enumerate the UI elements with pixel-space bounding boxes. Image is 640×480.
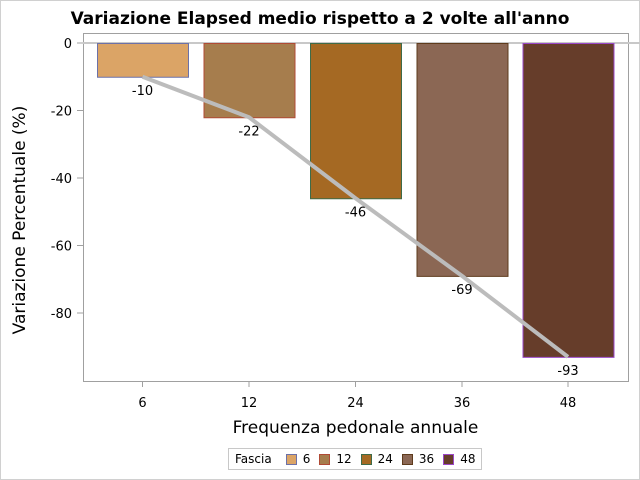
bar-24	[310, 43, 402, 200]
legend-label: 12	[336, 452, 352, 466]
y-tick-label: 0	[64, 37, 72, 52]
legend-swatch-icon	[360, 453, 372, 465]
x-tick-label: 6	[138, 396, 146, 411]
legend-swatch-icon	[443, 453, 455, 465]
y-tick-label: -20	[51, 105, 72, 120]
x-tick-label: 12	[241, 396, 258, 411]
legend-item-12: 12	[319, 452, 352, 466]
trend-line	[141, 74, 570, 359]
legend: Fascia 6 12 24 36 48	[228, 448, 483, 470]
data-label: -46	[345, 205, 366, 220]
legend-label: 48	[460, 452, 476, 466]
legend-item-6: 6	[285, 452, 311, 466]
data-label: -22	[238, 124, 259, 139]
x-tick-label: 24	[347, 396, 364, 411]
y-tick-label: -40	[51, 172, 72, 187]
legend-item-24: 24	[360, 452, 393, 466]
legend-label: 24	[377, 452, 393, 466]
data-label: -69	[451, 283, 472, 298]
y-tick-label: -60	[51, 240, 72, 255]
legend-label: 36	[418, 452, 435, 466]
x-tick-label: 36	[454, 396, 471, 411]
legend-swatch-icon	[401, 453, 413, 465]
x-axis-label: Frequenza pedonale annuale	[232, 418, 479, 438]
legend-swatch-icon	[285, 453, 297, 465]
bar-6	[97, 43, 189, 78]
legend-label: 6	[302, 452, 311, 466]
bar-36	[416, 43, 509, 277]
bar-48	[522, 43, 615, 358]
legend-swatch-icon	[319, 453, 331, 465]
data-label: -93	[557, 364, 578, 379]
legend-item-36: 36	[401, 452, 435, 466]
y-tick-label: -80	[51, 307, 72, 322]
legend-item-48: 48	[443, 452, 475, 466]
data-label: -10	[132, 84, 153, 99]
x-tick-label: 48	[560, 396, 577, 411]
chart-title: Variazione Elapsed medio rispetto a 2 vo…	[70, 9, 570, 29]
legend-title: Fascia	[235, 452, 272, 466]
